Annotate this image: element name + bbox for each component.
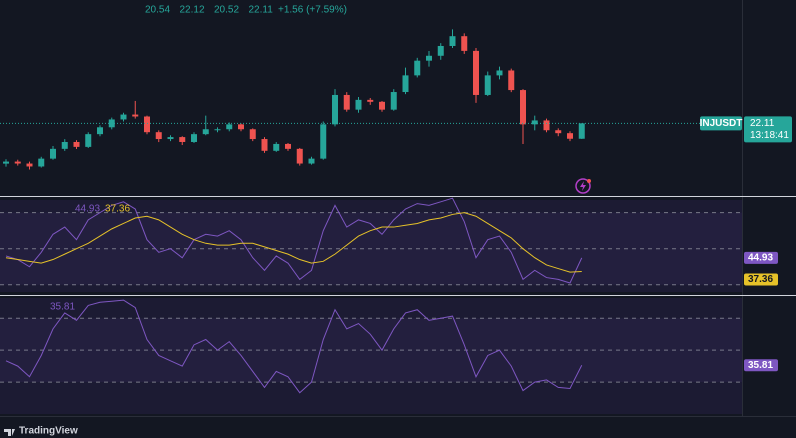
countdown-label: 13:18:41 — [750, 130, 789, 141]
candle-body — [226, 124, 233, 130]
value-tag — [744, 251, 778, 264]
candle-body — [367, 99, 374, 102]
level-band — [0, 212, 742, 285]
candle-body — [50, 148, 56, 159]
legend-value: 37.36 — [105, 204, 130, 215]
change-label: +1.56 (+7.59%) — [278, 5, 347, 16]
alert-icon[interactable] — [575, 178, 591, 194]
candle-body — [285, 143, 291, 149]
price-tag — [744, 116, 792, 143]
candle-body — [249, 129, 256, 140]
candle-body — [484, 75, 491, 95]
candle-body — [520, 90, 526, 125]
candle-body — [449, 36, 456, 46]
brand[interactable]: TradingView — [4, 426, 78, 437]
candle-body — [97, 127, 103, 135]
candle-body — [343, 94, 350, 110]
candle-body — [155, 132, 162, 140]
candle-body — [144, 116, 150, 133]
alert-dot — [587, 179, 591, 183]
brand-logo — [4, 429, 15, 436]
candle-body — [426, 55, 432, 61]
candle-body — [214, 129, 221, 131]
candle-body — [437, 45, 444, 56]
candle-body — [496, 70, 503, 76]
value-tag-label: 37.36 — [748, 274, 773, 285]
candle-body — [3, 161, 9, 164]
candle-body — [73, 141, 80, 147]
candle-body — [390, 92, 397, 110]
candle-body — [414, 60, 421, 76]
candle-body — [120, 114, 127, 120]
candle-body — [167, 137, 174, 140]
candle-body — [296, 148, 303, 164]
candle-body — [531, 120, 538, 125]
legend-value: 44.93 — [75, 204, 100, 215]
ohlc-low: 20.52 — [214, 5, 239, 16]
price-label: 22.11 — [750, 118, 775, 129]
candle-body — [320, 124, 327, 159]
candle-body — [461, 36, 468, 51]
symbol-tag — [700, 116, 742, 131]
candle-body — [543, 120, 550, 131]
ohlc-close: 22.11 — [249, 5, 274, 16]
legend-value: 35.81 — [50, 302, 75, 313]
panel-background — [0, 298, 742, 414]
brand-name: TradingView — [19, 426, 78, 437]
value-tag-label: 44.93 — [748, 252, 773, 263]
value-tag — [744, 273, 778, 286]
value-tag — [744, 359, 778, 372]
candle-body — [261, 139, 268, 151]
candle-body — [555, 130, 562, 134]
candle-body — [26, 163, 33, 167]
ohlc-open: 20.54 — [145, 5, 170, 16]
candle-body — [308, 158, 315, 164]
candle-body — [191, 134, 197, 142]
candle-body — [132, 114, 139, 117]
value-tag-label: 35.81 — [748, 360, 773, 371]
candle-body — [38, 158, 45, 167]
candle-body — [85, 134, 92, 147]
candle-body — [379, 101, 385, 110]
candle-body — [61, 141, 68, 149]
candle-body — [402, 75, 409, 93]
ohlc-high: 22.12 — [180, 5, 205, 16]
candle-body — [355, 99, 362, 110]
candle-body — [179, 137, 186, 142]
indicator-line — [5, 197, 583, 284]
candle-body — [508, 70, 515, 91]
symbol-label: INJUSDT — [700, 118, 743, 129]
candle-body — [473, 50, 479, 95]
panel-background — [0, 200, 742, 292]
candle-body — [332, 94, 338, 125]
alert-ring — [575, 178, 591, 194]
candle-body — [14, 161, 21, 164]
candle-body — [238, 124, 244, 130]
candle-body — [578, 123, 585, 139]
candle-body — [273, 143, 280, 151]
indicator-line — [5, 299, 583, 394]
candle-body — [202, 129, 209, 135]
alert-bolt — [580, 181, 586, 191]
candle-body — [567, 133, 573, 139]
indicator-line — [5, 212, 582, 273]
level-band — [0, 318, 742, 383]
